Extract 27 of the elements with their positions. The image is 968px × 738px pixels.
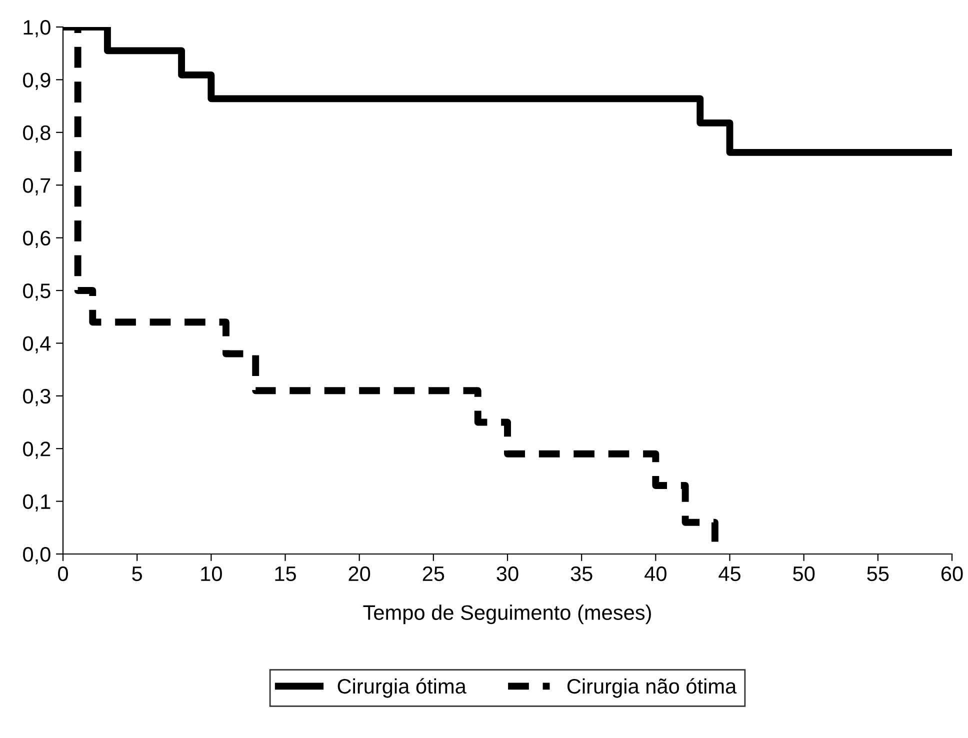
x-axis-title: Tempo de Seguimento (meses)	[363, 604, 651, 624]
y-tick-label: 0,2	[23, 442, 50, 459]
x-tick-label: 45	[718, 566, 740, 582]
x-tick-label: 50	[793, 566, 815, 582]
y-tick-label: 0,6	[23, 230, 50, 248]
x-tick-label: 30	[496, 566, 518, 582]
x-tick-label: 55	[867, 566, 889, 582]
y-tick-label: 1,0	[24, 20, 50, 38]
legend-label: Cirurgia não ótima	[567, 678, 737, 698]
x-tick-label: 40	[644, 566, 666, 582]
x-tick-label: 15	[275, 566, 296, 582]
y-tick-label: 0,8	[23, 125, 50, 143]
y-tick-label: 0,5	[23, 284, 50, 301]
y-tick-label: 0,4	[23, 336, 51, 354]
y-tick-label: 0,9	[23, 72, 50, 90]
x-tick-label: 20	[348, 566, 370, 582]
y-tick-label: 0,0	[23, 547, 50, 564]
x-tick-label: 35	[570, 566, 592, 582]
x-tick-label: 0	[58, 566, 68, 582]
x-tick-label: 10	[201, 566, 222, 582]
y-tick-label: 0,1	[23, 494, 50, 512]
x-tick-label: 60	[941, 566, 963, 582]
x-tick-label: 25	[422, 566, 444, 582]
y-tick-label: 0,7	[23, 178, 50, 196]
legend-label: Cirurgia ótima	[338, 678, 466, 698]
x-tick-label: 5	[132, 566, 142, 582]
y-tick-label: 0,3	[23, 388, 50, 406]
